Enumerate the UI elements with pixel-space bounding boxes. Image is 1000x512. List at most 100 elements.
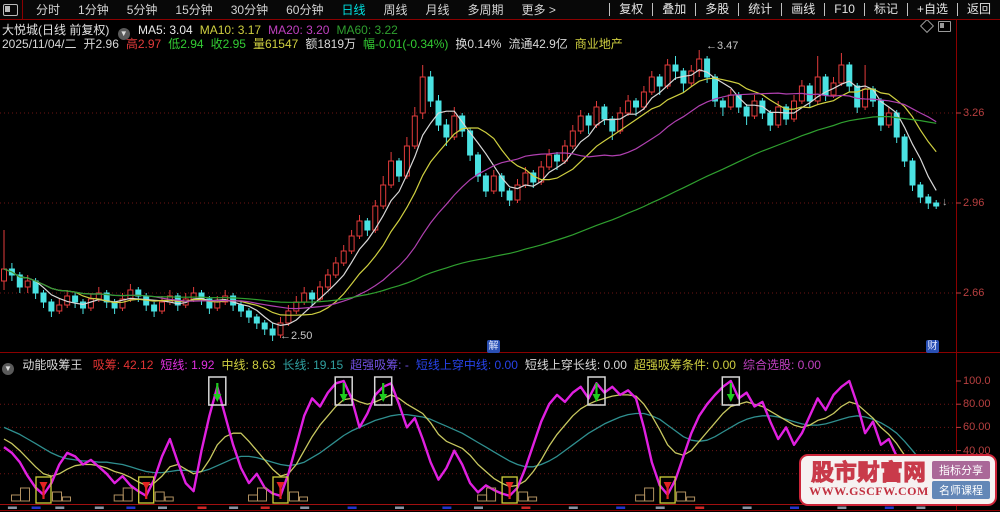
indicator-axis-label: 100.0 (963, 375, 991, 387)
value-segment: 短线上穿长线: 0.00 (524, 358, 627, 372)
watermark: 股市财富网 WWW.GSCFW.COM 指标分享 名师课程 (799, 454, 997, 506)
price-annotation: ←3.47 (706, 40, 739, 52)
window-layout-icon[interactable] (3, 3, 18, 16)
ma-line-MA10 (3, 77, 937, 316)
buy-signal-marker (501, 476, 518, 504)
indicator-header: ▼ 动能吸筹王 吸筹: 42.12 短线: 1.92 中线: 8.63 长线: 19.… (2, 356, 828, 375)
buy-signal-marker (659, 476, 676, 504)
chevron-down-icon[interactable]: ▼ (117, 28, 130, 40)
button-返回[interactable]: 返回 (956, 3, 1000, 16)
sell-signal-marker (721, 376, 741, 406)
ma-legend-row: 大悦城(日线 前复权) ▼ MA5: 3.04 MA10: 3.17 MA20: 3… (2, 21, 405, 40)
tab-月线[interactable]: 月线 (425, 3, 450, 17)
button-复权[interactable]: 复权 (609, 3, 652, 16)
watermark-tags: 指标分享 名师课程 (932, 459, 990, 501)
sell-signal-marker (373, 376, 393, 406)
indicator-line-长线 (3, 412, 937, 476)
buy-signal-marker (35, 476, 52, 504)
step-marks (11, 487, 696, 502)
period-tabs: 分时 1分钟 5分钟 15分钟 30分钟 60分钟 日线 周线 月线 多周期 更多 > (27, 1, 565, 18)
ma-line-MA20 (3, 92, 937, 310)
value-segment: 高2.97 (125, 37, 162, 51)
event-badge-cai[interactable]: 财 (926, 340, 939, 353)
price-axis-label: 2.66 (963, 287, 985, 299)
ma-line-MA60 (3, 115, 937, 303)
indicator-axis-label: 60.00 (963, 421, 991, 434)
indicator-axis-label: 40.00 (963, 444, 991, 457)
tab-60分钟[interactable]: 60分钟 (286, 3, 324, 17)
button-统计[interactable]: 统计 (738, 3, 781, 16)
value-segment: 超强吸筹: - (350, 358, 409, 372)
price-axis-label: 3.26 (963, 107, 985, 119)
value-segment: 长线: 19.15 (282, 358, 344, 372)
button-画线[interactable]: 画线 (781, 3, 824, 16)
value-segment: 换0.14% (455, 37, 502, 51)
tab-5分钟[interactable]: 5分钟 (126, 3, 158, 17)
signal-strip (7, 506, 926, 509)
tab-1分钟[interactable]: 1分钟 (78, 3, 109, 17)
buy-signal-marker (272, 476, 289, 504)
button-叠加[interactable]: 叠加 (652, 3, 695, 16)
button-F10[interactable]: F10 (824, 3, 864, 16)
price-axis-label: 2.96 (963, 197, 985, 209)
value-segment: 中线: 8.63 (221, 358, 276, 372)
buy-signal-marker (138, 476, 155, 504)
indicator-line-短线 (3, 379, 937, 497)
sell-signal-marker (208, 376, 227, 406)
divider (22, 0, 23, 19)
value-segment: 超强吸筹条件: 0.00 (633, 358, 736, 372)
value-segment: 流通42.9亿 (508, 37, 568, 51)
frame-lines (0, 19, 1000, 511)
value-segment: 综合选股: 0.00 (742, 358, 821, 372)
value-segment: 低2.94 (168, 37, 204, 51)
value-segment: MA60: 3.22 (336, 23, 398, 37)
watermark-url: WWW.GSCFW.COM (809, 484, 929, 498)
watermark-tag-2: 名师课程 (932, 481, 990, 499)
sell-signal-marker (334, 376, 353, 406)
value-segment: 额1819万 (305, 37, 357, 51)
button-+自选[interactable]: +自选 (906, 3, 957, 16)
watermark-title: 股市财富网 (811, 460, 927, 485)
period-tab-bar: 分时 1分钟 5分钟 15分钟 30分钟 60分钟 日线 周线 月线 多周期 更多 > 复权 叠加 多股… (0, 0, 1000, 20)
tab-日线[interactable]: 日线 (341, 3, 366, 17)
value-segment: 收2.95 (210, 37, 246, 51)
sell-signal-marker (587, 376, 606, 406)
watermark-tag-1: 指标分享 (932, 461, 990, 479)
button-标记[interactable]: 标记 (863, 3, 907, 16)
tab-15分钟[interactable]: 15分钟 (175, 3, 213, 17)
tab-多周期[interactable]: 多周期 (467, 3, 504, 17)
last-price-marker: ↓ (942, 196, 948, 208)
indicator-values: 吸筹: 42.12 短线: 1.92 中线: 8.63 长线: 19.15 超强吸筹: … (93, 358, 828, 372)
toolbar-buttons: 复权 叠加 多股 统计 画线 F10 标记 +自选 返回 (609, 0, 1000, 19)
quote-row: 2025/11/04/二 开2.96 高2.97 低2.94 收2.95 量61547 额1… (2, 35, 630, 52)
button-多股[interactable]: 多股 (695, 3, 738, 16)
value-segment: 短线上穿中线: 0.00 (415, 358, 518, 372)
value-segment: MA10: 3.17 (199, 23, 262, 37)
indicator-line-中线 (3, 394, 937, 488)
stock-title: 大悦城(日线 前复权) (2, 23, 110, 37)
value-segment: 量61547 (252, 37, 299, 51)
indicator-axis-label: 80.00 (963, 398, 991, 411)
main-gridlines (0, 112, 961, 294)
tab-30分钟[interactable]: 30分钟 (230, 3, 269, 17)
indicator-title: 动能吸筹王 (22, 358, 83, 372)
price-annotation: ←2.50 (280, 330, 313, 342)
value-segment: MA5: 3.04 (138, 23, 193, 37)
watermark-text: 股市财富网 WWW.GSCFW.COM (806, 460, 932, 499)
tab-周线[interactable]: 周线 (383, 3, 408, 17)
tab-更多 >[interactable]: 更多 > (521, 3, 556, 17)
value-segment: 2025/11/04/二 (2, 37, 77, 51)
value-segment: 商业地产 (574, 37, 623, 51)
chevron-down-icon[interactable]: ▼ (2, 363, 14, 375)
tab-分时[interactable]: 分时 (36, 3, 61, 17)
value-segment: MA20: 3.20 (268, 23, 330, 37)
value-segment: 幅-0.01(-0.34%) (363, 37, 449, 51)
value-segment: 开2.96 (83, 37, 119, 51)
event-badge-jie[interactable]: 解 (487, 340, 500, 353)
ma-values: MA5: 3.04 MA10: 3.17 MA20: 3.20 MA60: 3.22 (138, 23, 405, 37)
value-segment: 吸筹: 42.12 (92, 358, 154, 372)
split-pane-icon[interactable] (938, 21, 951, 32)
value-segment: 短线: 1.92 (160, 358, 215, 372)
